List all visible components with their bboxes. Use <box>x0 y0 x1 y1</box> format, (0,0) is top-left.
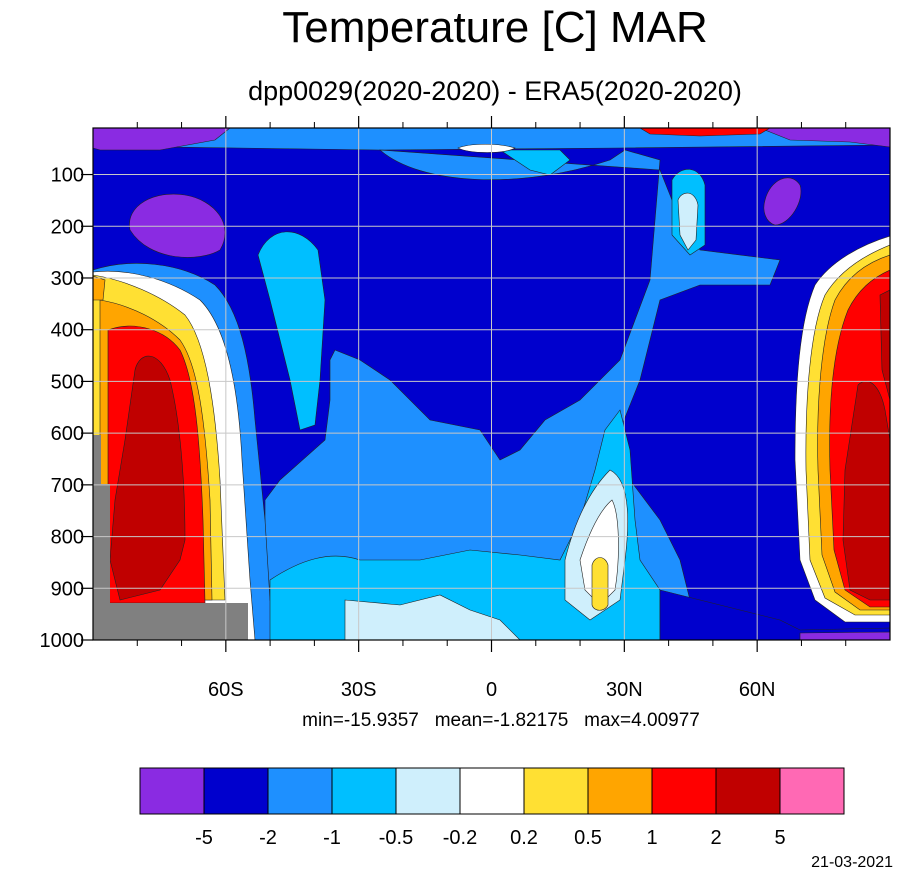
colorbar-label: -1 <box>323 827 341 849</box>
colorbar-swatch <box>523 767 589 815</box>
colorbar-swatch <box>267 767 333 815</box>
chart-title: Temperature [C] MAR <box>282 3 708 52</box>
y-tick-label: 300 <box>51 268 84 290</box>
colorbar-swatch <box>459 767 525 815</box>
field-purple-blob-nh <box>763 177 802 226</box>
colorbar: -5 -2 -1 -0.5 -0.2 0.2 0.5 1 2 5 <box>139 767 845 849</box>
x-tick-label: 60N <box>739 679 776 701</box>
field-purple-top-right <box>759 128 890 148</box>
colorbar-swatch <box>139 767 205 815</box>
field-nh-surface <box>659 589 890 640</box>
colorbar-label: -0.2 <box>443 827 477 849</box>
field-purple-topleft <box>93 128 231 151</box>
y-tick-label: 100 <box>51 165 84 187</box>
field-top-warm <box>639 128 771 137</box>
colorbar-swatch <box>203 767 269 815</box>
colorbar-label: -0.5 <box>379 827 413 849</box>
field-missing <box>93 435 248 640</box>
colorbar-swatch <box>651 767 717 815</box>
x-tick-label: 60S <box>208 679 244 701</box>
field-bottom-lightblue <box>344 594 521 640</box>
y-tick-label: 1000 <box>40 630 85 652</box>
y-tick-label: 700 <box>51 475 84 497</box>
stats-line: min=-15.9357 mean=-1.82175 max=4.00977 <box>302 710 700 731</box>
y-tick-label: 400 <box>51 320 84 342</box>
field-purple-blob-sh <box>129 193 226 258</box>
colorbar-label: -5 <box>195 827 213 849</box>
colorbar-swatch <box>715 767 781 815</box>
colorbar-label: 0.5 <box>574 827 602 849</box>
y-tick-label: 500 <box>51 371 84 393</box>
axes: 60S 30S 0 30N 60N 100 200 300 400 500 600 700 800 900… <box>40 116 847 701</box>
y-tick-label: 900 <box>51 578 84 600</box>
field-nh-darkred-top <box>879 289 890 401</box>
colorbar-label: 0.2 <box>510 827 538 849</box>
field-top-speck <box>457 143 516 153</box>
field-sh-warm-top <box>93 275 106 301</box>
colorbar-label: 5 <box>774 827 785 849</box>
colorbar-swatch <box>331 767 397 815</box>
x-tick-label: 30N <box>606 679 643 701</box>
x-tick-label: 0 <box>486 679 497 701</box>
colorbar-label: 2 <box>710 827 721 849</box>
x-tick-label: 30S <box>341 679 377 701</box>
date-stamp: 21-03-2021 <box>811 854 893 871</box>
field-bottom-cyan <box>269 409 661 640</box>
field-column-sh <box>257 231 326 431</box>
colorbar-swatch <box>587 767 653 815</box>
colorbar-swatch <box>779 767 845 815</box>
field-sh-darkred <box>109 355 186 601</box>
y-tick-label: 200 <box>51 216 84 238</box>
colorbar-swatch <box>395 767 461 815</box>
field-top-white-nh <box>677 192 699 251</box>
y-tick-label: 800 <box>51 527 84 549</box>
field-bottom-yellow <box>591 557 609 611</box>
colorbar-label: -2 <box>259 827 277 849</box>
field-column-eq <box>499 149 571 176</box>
y-tick-label: 600 <box>51 423 84 445</box>
field-nh-surface-purple <box>799 631 890 640</box>
colorbar-label: 1 <box>646 827 657 849</box>
field-bottom-white <box>579 499 619 606</box>
chart-subtitle: dpp0029(2020-2020) - ERA5(2020-2020) <box>248 76 742 106</box>
